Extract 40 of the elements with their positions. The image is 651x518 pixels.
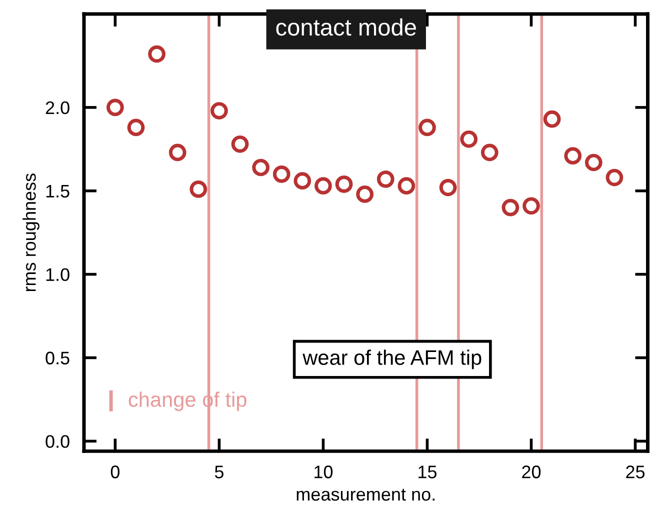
point — [522, 197, 540, 215]
annotation: contact mode — [276, 18, 416, 36]
point — [606, 168, 624, 186]
point — [106, 98, 124, 116]
point — [460, 130, 478, 148]
point — [543, 110, 561, 128]
x-tick-label: 20 — [522, 466, 541, 478]
annotation: wear of the AFM tip — [302, 350, 482, 370]
y-tick-label: 0.0 — [46, 435, 70, 448]
x-tick-label: 0 — [110, 466, 120, 478]
point — [272, 166, 290, 183]
x-tick-label: 10 — [314, 466, 333, 478]
point — [127, 118, 145, 136]
point — [502, 198, 520, 216]
point — [439, 178, 457, 196]
y-tick-label: 2.0 — [46, 101, 70, 114]
point — [418, 118, 436, 136]
x-axis-title: measurement no. — [296, 488, 434, 501]
point — [210, 102, 228, 120]
y-axis-title: rms roughness — [22, 174, 40, 292]
point — [252, 158, 270, 176]
point — [314, 177, 332, 195]
point — [168, 144, 186, 162]
x-tick-label: 25 — [626, 466, 645, 478]
point — [190, 180, 208, 198]
y-tick-label: 1.5 — [46, 184, 70, 198]
point — [376, 170, 394, 188]
x-tick-label: 15 — [418, 466, 437, 478]
x-tick-label: 5 — [214, 466, 224, 478]
point — [294, 172, 312, 190]
point — [584, 154, 602, 172]
point — [231, 135, 249, 153]
point — [398, 177, 416, 195]
point — [564, 147, 582, 165]
point — [480, 144, 498, 162]
point — [148, 45, 166, 63]
y-tick-label: 1.0 — [46, 268, 70, 282]
point — [335, 176, 353, 193]
point — [356, 186, 374, 203]
y-tick-label: 0.5 — [46, 352, 70, 364]
